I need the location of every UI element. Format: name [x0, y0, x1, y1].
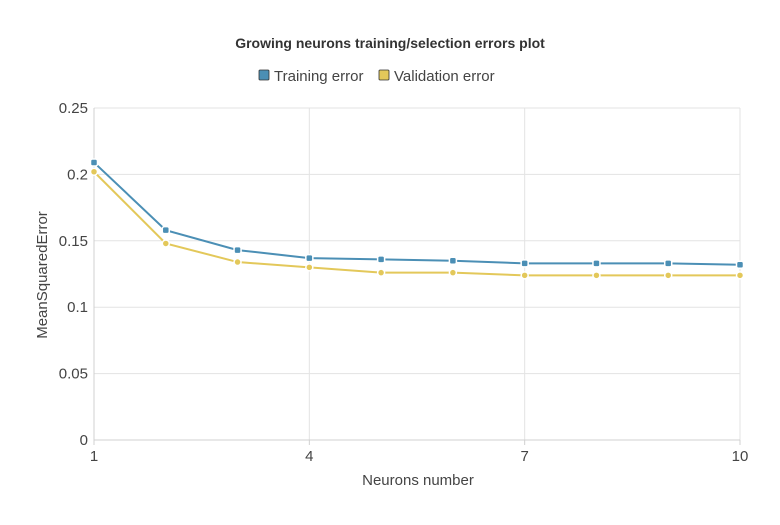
- data-point-training[interactable]: [520, 259, 529, 268]
- data-point-training[interactable]: [305, 253, 314, 263]
- chart-title: Growing neurons training/selection error…: [235, 35, 545, 51]
- y-tick-label: 0: [80, 432, 88, 449]
- x-tick-label: 1: [90, 448, 98, 465]
- data-point-validation[interactable]: [663, 271, 673, 280]
- data-point-validation[interactable]: [233, 257, 242, 267]
- data-point-validation[interactable]: [448, 268, 458, 277]
- data-point-training[interactable]: [89, 158, 99, 167]
- y-tick-label: 0.2: [67, 166, 88, 183]
- data-point-validation[interactable]: [89, 167, 99, 176]
- x-tick-label: 7: [520, 448, 528, 465]
- grid: [94, 107, 741, 440]
- data-point-training[interactable]: [663, 259, 673, 268]
- data-point-validation[interactable]: [592, 271, 601, 280]
- y-tick-label: 0.05: [59, 366, 88, 383]
- data-point-training[interactable]: [233, 245, 242, 255]
- legend-item-training[interactable]: Training error: [258, 68, 363, 85]
- legend-swatch-training: [258, 69, 270, 81]
- data-point-training[interactable]: [161, 225, 171, 235]
- y-tick-label: 0.1: [67, 299, 88, 316]
- series-group: [89, 158, 745, 280]
- series-line-validation: [93, 171, 740, 277]
- y-tick-label: 0.15: [59, 233, 88, 250]
- data-point-validation[interactable]: [305, 263, 314, 272]
- legend-swatch-validation: [378, 69, 390, 81]
- data-point-validation[interactable]: [735, 271, 745, 280]
- y-tick-label: 0.25: [59, 100, 88, 117]
- series-training: [89, 158, 745, 269]
- x-tick-label: 10: [732, 448, 749, 465]
- data-point-training[interactable]: [592, 259, 601, 268]
- axes: 0 0.05 0.1 0.15 0.2 0.25 1 4 7 10: [59, 100, 749, 465]
- x-axis-title: Neurons number: [362, 472, 474, 489]
- x-tick-label: 4: [305, 448, 313, 465]
- data-point-validation[interactable]: [520, 271, 529, 280]
- series-validation: [89, 167, 745, 280]
- data-point-validation[interactable]: [161, 239, 171, 248]
- y-axis-title: MeanSquaredError: [34, 211, 51, 339]
- data-point-training[interactable]: [376, 255, 386, 264]
- legend-label-training: Training error: [274, 68, 363, 85]
- data-point-validation[interactable]: [376, 268, 386, 277]
- data-point-training[interactable]: [735, 260, 745, 269]
- series-line-training: [93, 161, 741, 266]
- legend-item-validation[interactable]: Validation error: [378, 68, 495, 85]
- legend-label-validation: Validation error: [394, 68, 495, 85]
- legend: Training error Validation error: [258, 68, 495, 85]
- data-point-training[interactable]: [448, 256, 458, 265]
